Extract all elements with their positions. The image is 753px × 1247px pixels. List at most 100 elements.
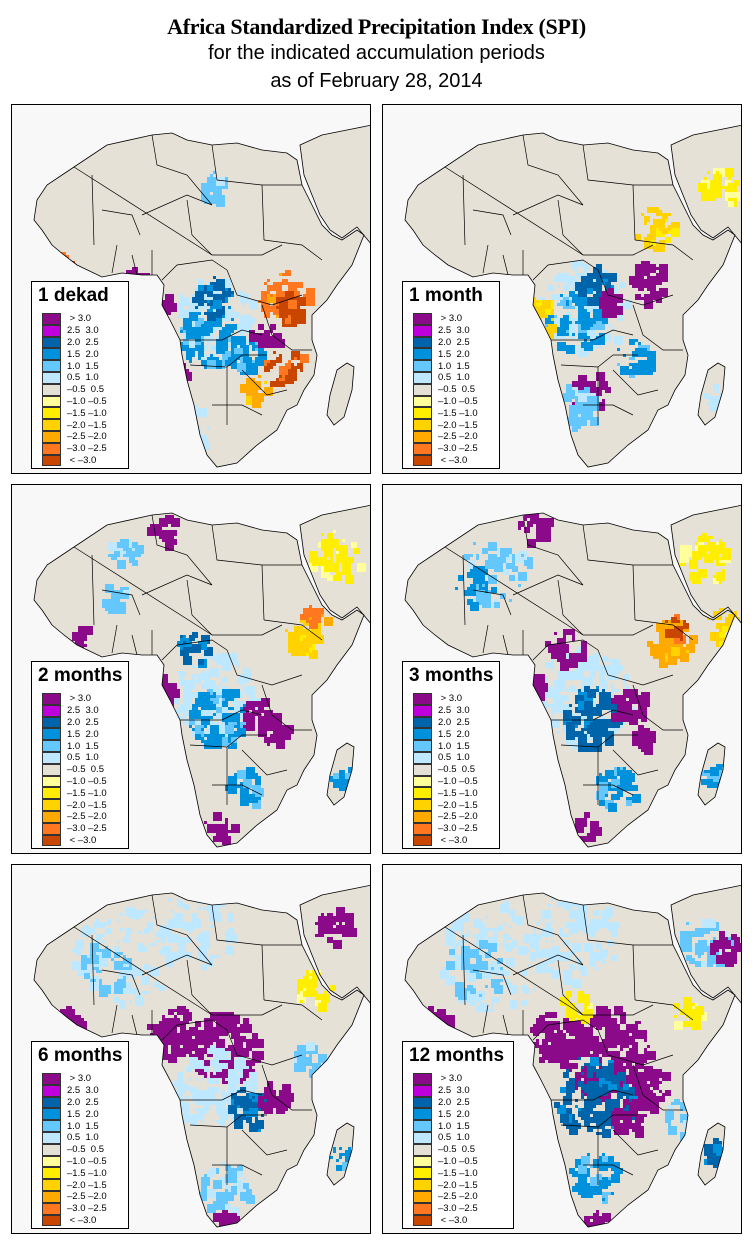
spi-pixel	[57, 1030, 63, 1036]
spi-pixel	[123, 937, 129, 943]
spi-pixel	[246, 716, 252, 722]
spi-pixel	[225, 1204, 231, 1210]
coastline	[299, 884, 370, 1004]
spi-pixel	[189, 925, 195, 931]
spi-pixel	[204, 647, 213, 656]
spi-pixel	[159, 985, 165, 991]
spi-pixel	[66, 1024, 69, 1027]
spi-pixel	[599, 719, 605, 725]
spi-pixel	[237, 345, 240, 348]
spi-pixel	[431, 267, 440, 276]
spi-pixel	[626, 312, 629, 315]
spi-pixel	[225, 1216, 234, 1225]
spi-pixel	[201, 1093, 210, 1102]
spi-pixel	[623, 1105, 626, 1108]
spi-pixel	[533, 695, 539, 701]
spi-pixel	[599, 402, 602, 405]
spi-pixel	[72, 1030, 81, 1039]
legend-range-label: –3.0 –2.5	[438, 823, 478, 835]
spi-pixel	[213, 1180, 222, 1189]
period-label: 2 months	[38, 665, 123, 686]
spi-pixel	[560, 731, 569, 740]
spi-pixel	[285, 629, 288, 632]
arabia-landmass	[671, 505, 741, 623]
spi-pixel	[686, 644, 695, 653]
spi-pixel	[584, 925, 593, 934]
spi-pixel	[225, 288, 228, 291]
spi-pixel	[584, 701, 587, 704]
spi-pixel	[677, 620, 680, 623]
spi-pixel	[204, 1021, 213, 1030]
spi-pixel	[228, 740, 237, 749]
spi-pixel	[141, 279, 144, 282]
spi-pixel	[614, 1111, 620, 1117]
spi-pixel	[243, 800, 249, 806]
spi-pixel	[249, 704, 255, 710]
country-border	[186, 959, 213, 1016]
spi-pixel	[306, 1060, 312, 1066]
spi-pixel	[686, 650, 689, 653]
coastline	[404, 512, 736, 848]
country-border	[211, 524, 302, 566]
spi-pixel	[635, 348, 638, 351]
spi-pixel	[231, 309, 240, 318]
spi-pixel	[563, 970, 566, 973]
spi-pixel	[222, 1162, 225, 1165]
spi-pixel	[150, 943, 153, 946]
spi-pixel	[351, 542, 357, 548]
spi-pixel	[521, 1000, 527, 1006]
legend-swatch	[42, 740, 61, 752]
spi-pixel	[566, 889, 572, 895]
spi-pixel	[246, 1039, 252, 1045]
spi-pixel	[195, 731, 204, 740]
spi-pixel	[237, 725, 246, 734]
spi-pixel	[566, 1045, 575, 1054]
spi-pixel	[165, 530, 174, 539]
spi-pixel	[234, 1225, 240, 1227]
spi-pixel	[135, 545, 144, 554]
spi-pixel	[72, 1036, 75, 1039]
spi-pixel	[225, 339, 234, 348]
spi-pixel	[219, 931, 222, 934]
spi-pixel	[641, 297, 644, 300]
spi-pixel	[324, 617, 333, 626]
spi-pixel	[264, 1090, 273, 1099]
spi-pixel	[237, 1171, 243, 1177]
spi-pixel	[114, 961, 123, 970]
spi-pixel	[312, 994, 315, 997]
spi-pixel	[228, 1045, 237, 1054]
spi-pixel	[497, 943, 500, 946]
spi-pixel	[599, 384, 605, 390]
spi-pixel	[578, 743, 587, 752]
spi-pixel	[117, 979, 126, 988]
spi-pixel	[237, 1165, 243, 1171]
spi-pixel	[240, 315, 249, 324]
spi-pixel	[605, 297, 614, 306]
spi-pixel	[596, 671, 599, 674]
coastline	[33, 512, 365, 848]
spi-pixel	[177, 1072, 183, 1078]
spi-pixel	[623, 321, 632, 330]
spi-pixel	[599, 728, 608, 737]
spi-pixel	[222, 333, 228, 339]
spi-pixel	[219, 898, 225, 904]
spi-pixel	[656, 228, 665, 237]
spi-pixel	[189, 719, 195, 725]
spi-pixel	[207, 1108, 210, 1111]
spi-pixel	[327, 937, 333, 943]
spi-pixel	[518, 946, 527, 955]
spi-pixel	[605, 1072, 614, 1081]
spi-pixel	[306, 1045, 312, 1051]
spi-pixel	[617, 797, 620, 800]
spi-pixel	[617, 1072, 626, 1081]
spi-pixel	[228, 1168, 237, 1177]
spi-pixel	[210, 1168, 216, 1174]
spi-pixel	[464, 554, 470, 560]
spi-pixel	[503, 569, 509, 575]
spi-pixel	[620, 710, 629, 719]
spi-pixel	[593, 309, 599, 315]
spi-pixel	[551, 300, 560, 309]
spi-pixel	[219, 683, 222, 686]
spi-pixel	[225, 722, 228, 725]
spi-pixel	[578, 913, 587, 922]
